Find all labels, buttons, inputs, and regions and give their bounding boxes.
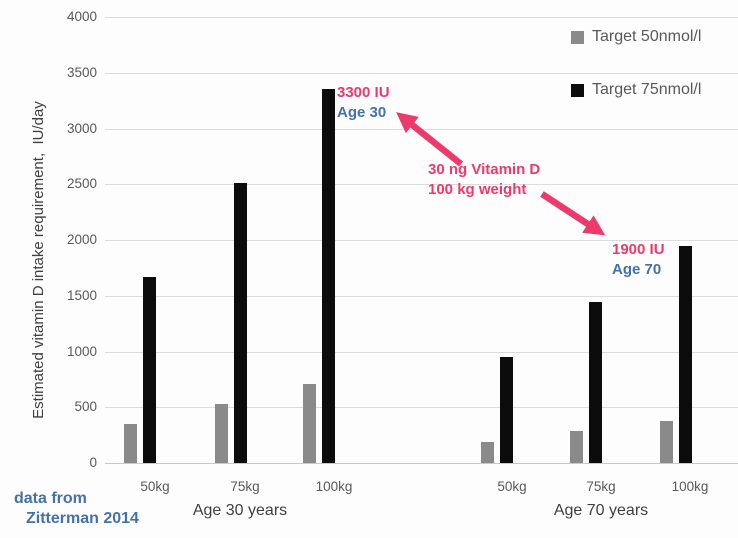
category-label: 50kg	[497, 479, 527, 494]
gridline	[105, 184, 738, 186]
gridline	[105, 17, 738, 18]
legend-item-target-75: Target 75nmol/l	[571, 81, 701, 99]
annotation-value-3300: 3300 IU	[337, 84, 390, 101]
legend-item-target-50: Target 50nmol/l	[571, 28, 701, 46]
legend-swatch-gray-icon	[571, 30, 584, 44]
bar-age-70-years-75kg-target-50nmol	[570, 430, 583, 463]
annotation-age30-callout: 3300 IU Age 30	[337, 83, 390, 123]
bar-age-70-years-100kg-target-75nmol	[679, 245, 692, 463]
annotation-age-30: Age 30	[337, 104, 387, 121]
category-label: 100kg	[315, 479, 353, 494]
category-label: 75kg	[586, 479, 616, 494]
gridline	[105, 72, 738, 74]
legend-item-label: Target 75nmol/l	[592, 81, 702, 98]
legend-item-label: Target 50nmol/l	[592, 28, 702, 45]
gridline	[105, 240, 738, 241]
gridline	[105, 407, 738, 409]
bar-age-70-years-75kg-target-75nmol	[589, 302, 602, 463]
y-axis-tick-label: 2500	[66, 176, 97, 192]
y-axis-tick-label: 1000	[66, 343, 97, 359]
bar-age-30-years-50kg-target-50nmol	[124, 423, 137, 463]
bar-age-70-years-50kg-target-50nmol	[481, 441, 494, 463]
annotation-value-1900: 1900 IU	[612, 241, 665, 258]
gridline	[105, 351, 738, 353]
bar-age-30-years-100kg-target-75nmol	[322, 89, 335, 463]
y-axis-tick-label: 500	[74, 399, 97, 415]
y-axis-tick-label: 4000	[66, 9, 97, 24]
annotation-dose-callout: 30 ng Vitamin D 100 kg weight	[428, 160, 540, 200]
category-label: 50kg	[140, 479, 170, 494]
bar-age-70-years-100kg-target-50nmol	[660, 420, 673, 463]
annotation-age-70: Age 70	[612, 261, 662, 278]
bar-age-30-years-75kg-target-75nmol	[234, 183, 247, 463]
y-axis-tick-label: 3000	[66, 120, 97, 136]
gridline	[105, 295, 738, 297]
annotation-dose-line2: 100 kg weight	[428, 181, 527, 198]
group-label-age-30: Age 30 years	[192, 502, 288, 519]
group-label-age-70: Age 70 years	[553, 502, 649, 519]
y-axis-tick-label: 2000	[66, 232, 97, 247]
bar-age-30-years-75kg-target-50nmol	[215, 403, 228, 463]
y-axis-tick-label: 1500	[66, 287, 97, 303]
gridline	[105, 463, 738, 464]
bar-age-30-years-50kg-target-75nmol	[143, 276, 156, 463]
annotation-age70-callout: 1900 IU Age 70	[612, 240, 665, 280]
annotation-dose-line1: 30 ng Vitamin D	[428, 161, 541, 178]
category-label: 75kg	[230, 479, 260, 494]
y-axis-tick-label: 3500	[66, 64, 97, 80]
source-credit: data from Zitterman 2014	[14, 489, 139, 529]
bar-age-70-years-50kg-target-75nmol	[500, 357, 513, 463]
source-line1: data from	[14, 490, 87, 507]
y-axis-tick-label: 0	[89, 455, 97, 470]
bar-age-30-years-100kg-target-50nmol	[303, 383, 316, 463]
source-line2: Zitterman 2014	[26, 510, 139, 527]
legend-swatch-black-icon	[571, 83, 584, 97]
category-label: 100kg	[671, 479, 709, 494]
gridline	[105, 128, 738, 130]
